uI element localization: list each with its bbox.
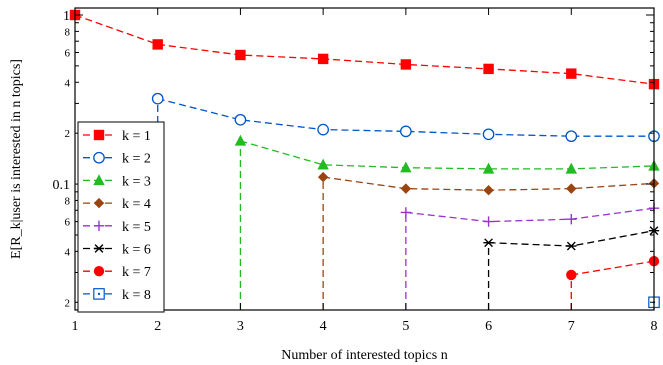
- series-k4: [317, 171, 660, 310]
- x-tick-label: 2: [154, 319, 161, 334]
- x-tick-label: 3: [237, 319, 244, 334]
- series-k6-line: [488, 230, 655, 247]
- y-minor-tick-label: 6: [65, 48, 71, 60]
- y-tick-label: 0.1: [53, 178, 71, 193]
- legend-item-k3: k = 3: [83, 174, 151, 189]
- series-k4-point: [400, 183, 412, 194]
- series-k1-point: [152, 39, 163, 50]
- series-k3-point: [234, 134, 247, 146]
- series-k2-point: [565, 130, 578, 143]
- series-k3-point: [317, 158, 329, 170]
- y-axis-title: E[R_k|user is interested in n topics]: [9, 59, 24, 259]
- series-k2: [151, 92, 660, 310]
- legend-swatch-marker: [93, 174, 105, 186]
- series-k5-line: [405, 207, 655, 223]
- legend-item-k8: k = 8: [83, 288, 151, 303]
- series-k3-line: [240, 140, 655, 170]
- legend-swatch-marker-dot: [97, 292, 101, 296]
- legend-item-k1: k = 1: [83, 129, 151, 144]
- y-tick-label: 1: [63, 9, 70, 24]
- x-tick-label: 7: [568, 319, 575, 334]
- legend-label: k = 6: [122, 243, 151, 258]
- legend-item-k6: k = 6: [83, 243, 151, 258]
- series-k3-point: [482, 162, 495, 174]
- series-k5: [400, 203, 660, 310]
- x-tick-label: 4: [320, 319, 327, 334]
- x-axis-title: Number of interested topics n: [281, 348, 447, 363]
- y-minor-tick-label: 2: [65, 297, 71, 309]
- series-k2-point: [317, 123, 329, 136]
- y-minor-tick-label: 8: [65, 195, 71, 207]
- series-k6-point: [483, 238, 494, 248]
- series-k6-point: [566, 241, 577, 251]
- series-k2-point: [482, 128, 495, 141]
- legend-label: k = 5: [122, 220, 151, 235]
- series-k7: [566, 255, 660, 310]
- series-k1-point: [235, 49, 246, 61]
- legend: k = 1 k = 2 k = 3 k = 4 k = 5 k = 6 k = 7 k = 8: [77, 121, 165, 313]
- series-k3-point: [400, 161, 412, 173]
- x-tick-label: 8: [651, 319, 658, 334]
- series-k2-point: [151, 92, 164, 105]
- legend-label: k = 7: [122, 265, 151, 280]
- series-k7-line: [571, 260, 655, 276]
- legend-item-k4: k = 4: [83, 197, 151, 212]
- y-minor-tick-label: 2: [65, 128, 71, 140]
- legend-item-k2: k = 2: [83, 152, 151, 167]
- series-k3: [234, 134, 660, 310]
- series-k1-point: [400, 59, 412, 70]
- legend-swatch-marker: [93, 129, 105, 141]
- series-k5-point: [400, 207, 412, 218]
- y-minor-tick-label: 4: [65, 246, 71, 258]
- legend-label: k = 2: [122, 152, 151, 167]
- series-k2-point: [400, 125, 412, 138]
- legend-swatch-marker: [93, 244, 105, 253]
- series-k5-point: [566, 213, 577, 225]
- legend-label: k = 1: [122, 129, 151, 144]
- series-k1-point: [483, 63, 494, 75]
- legend-box: [77, 121, 165, 313]
- y-minor-tick-label: 6: [65, 217, 71, 229]
- y-minor-tick-label: 8: [65, 26, 71, 38]
- series-k1-line: [74, 14, 655, 85]
- series-k1-point: [317, 53, 329, 65]
- plot-frame: [74, 7, 655, 311]
- x-tick-label: 5: [402, 319, 409, 334]
- legend-swatch-marker: [93, 266, 105, 277]
- series-k2-point: [234, 113, 247, 126]
- legend-swatch-marker: [93, 220, 105, 231]
- legend-swatch-marker: [93, 151, 105, 164]
- series-k3-point: [565, 162, 577, 174]
- y-minor-tick-label: 4: [65, 77, 71, 89]
- series-k1: [69, 9, 660, 90]
- x-tick-label: 6: [485, 319, 492, 334]
- series-k4-point: [566, 183, 577, 194]
- legend-swatch-marker: [93, 197, 105, 209]
- series-k4-point: [317, 171, 329, 183]
- legend-item-k7: k = 7: [83, 265, 151, 280]
- legend-label: k = 8: [122, 288, 151, 303]
- series-k7-point: [566, 269, 577, 281]
- legend-label: k = 4: [122, 197, 151, 212]
- series-k5-point: [483, 216, 494, 227]
- x-tick-label: 1: [72, 319, 79, 334]
- legend-label: k = 3: [122, 174, 151, 189]
- series-k4-point: [483, 185, 494, 196]
- series-k1-point: [566, 68, 577, 79]
- legend-item-k5: k = 5: [83, 220, 151, 235]
